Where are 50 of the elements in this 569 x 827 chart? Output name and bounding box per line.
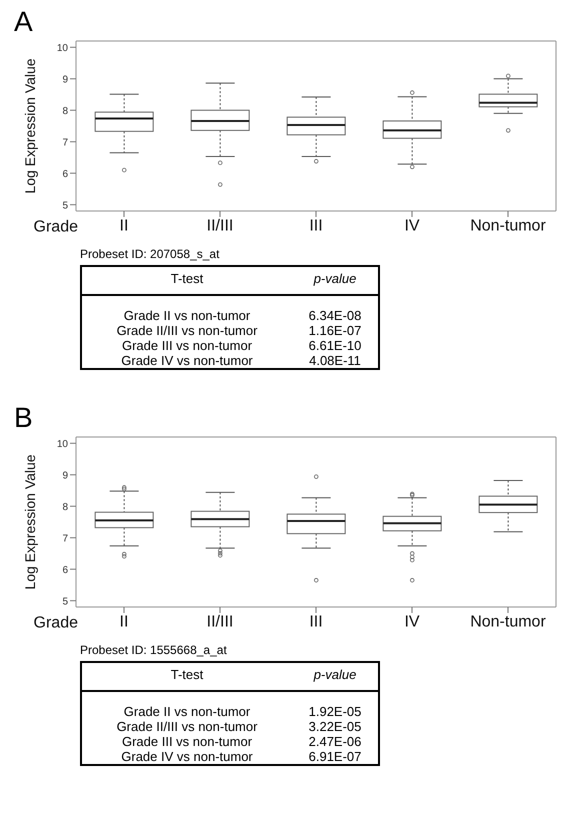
- y-axis-title: Log Expression Value: [22, 454, 38, 590]
- text: p-value: [312, 666, 358, 684]
- text: p-value: [312, 270, 358, 288]
- x-tick-label: Non-tumor: [470, 217, 546, 234]
- text: Grade IV vs non-tumor: [120, 353, 254, 369]
- y-axis-title: Log Expression Value: [22, 58, 38, 194]
- x-axis-title: Grade: [34, 218, 78, 236]
- y-tick-label: 10: [56, 438, 68, 450]
- x-tick-label: II: [120, 217, 128, 234]
- x-tick-label: II/III: [206, 613, 234, 630]
- x-tick-label: II/III: [206, 217, 234, 234]
- text: T-test: [170, 666, 204, 684]
- y-tick-label: 9: [62, 74, 68, 86]
- x-tick-label: IV: [404, 613, 420, 630]
- chart-title: A: [14, 6, 34, 37]
- text: Grade III vs non-tumor: [120, 338, 254, 353]
- text: 6.91E-07: [308, 749, 362, 765]
- text: 1.92E-05: [308, 703, 362, 719]
- text: 2.47E-06: [308, 734, 362, 749]
- x-tick-label: IV: [404, 217, 420, 234]
- x-tick-label: II: [120, 613, 128, 630]
- y-tick-label: 5: [62, 200, 68, 212]
- x-tick-label: III: [309, 613, 323, 630]
- text: Grade II vs non-tumor: [122, 307, 252, 323]
- y-tick-label: 6: [62, 564, 68, 576]
- y-tick-label: 5: [62, 596, 68, 608]
- x-tick-label: III: [309, 217, 323, 234]
- text: T-test: [170, 270, 204, 288]
- y-tick-label: 8: [62, 502, 68, 513]
- text: Grade II vs non-tumor: [122, 703, 252, 719]
- text: 4.08E-11: [308, 353, 362, 369]
- text: 6.61E-10: [308, 338, 362, 353]
- text: Grade III vs non-tumor: [120, 734, 254, 749]
- text: Grade II/III vs non-tumor: [116, 719, 258, 734]
- y-tick-label: 7: [62, 533, 68, 544]
- y-tick-label: 6: [62, 168, 68, 180]
- text: Probeset ID: 207058_s_at: [80, 247, 220, 261]
- text: Probeset ID: 1555668_a_at: [80, 643, 228, 657]
- text: Grade IV vs non-tumor: [120, 749, 254, 765]
- y-tick-label: 8: [62, 106, 68, 117]
- y-tick-label: 10: [56, 42, 68, 54]
- text: 1.16E-07: [308, 323, 362, 338]
- chart-title: B: [14, 402, 34, 433]
- y-tick-label: 7: [62, 137, 68, 148]
- text: Grade II/III vs non-tumor: [116, 323, 258, 338]
- text: 3.22E-05: [308, 719, 362, 734]
- x-tick-label: Non-tumor: [470, 613, 546, 630]
- text: 6.34E-08: [308, 307, 362, 323]
- y-tick-label: 9: [62, 470, 68, 482]
- x-axis-title: Grade: [34, 614, 78, 632]
